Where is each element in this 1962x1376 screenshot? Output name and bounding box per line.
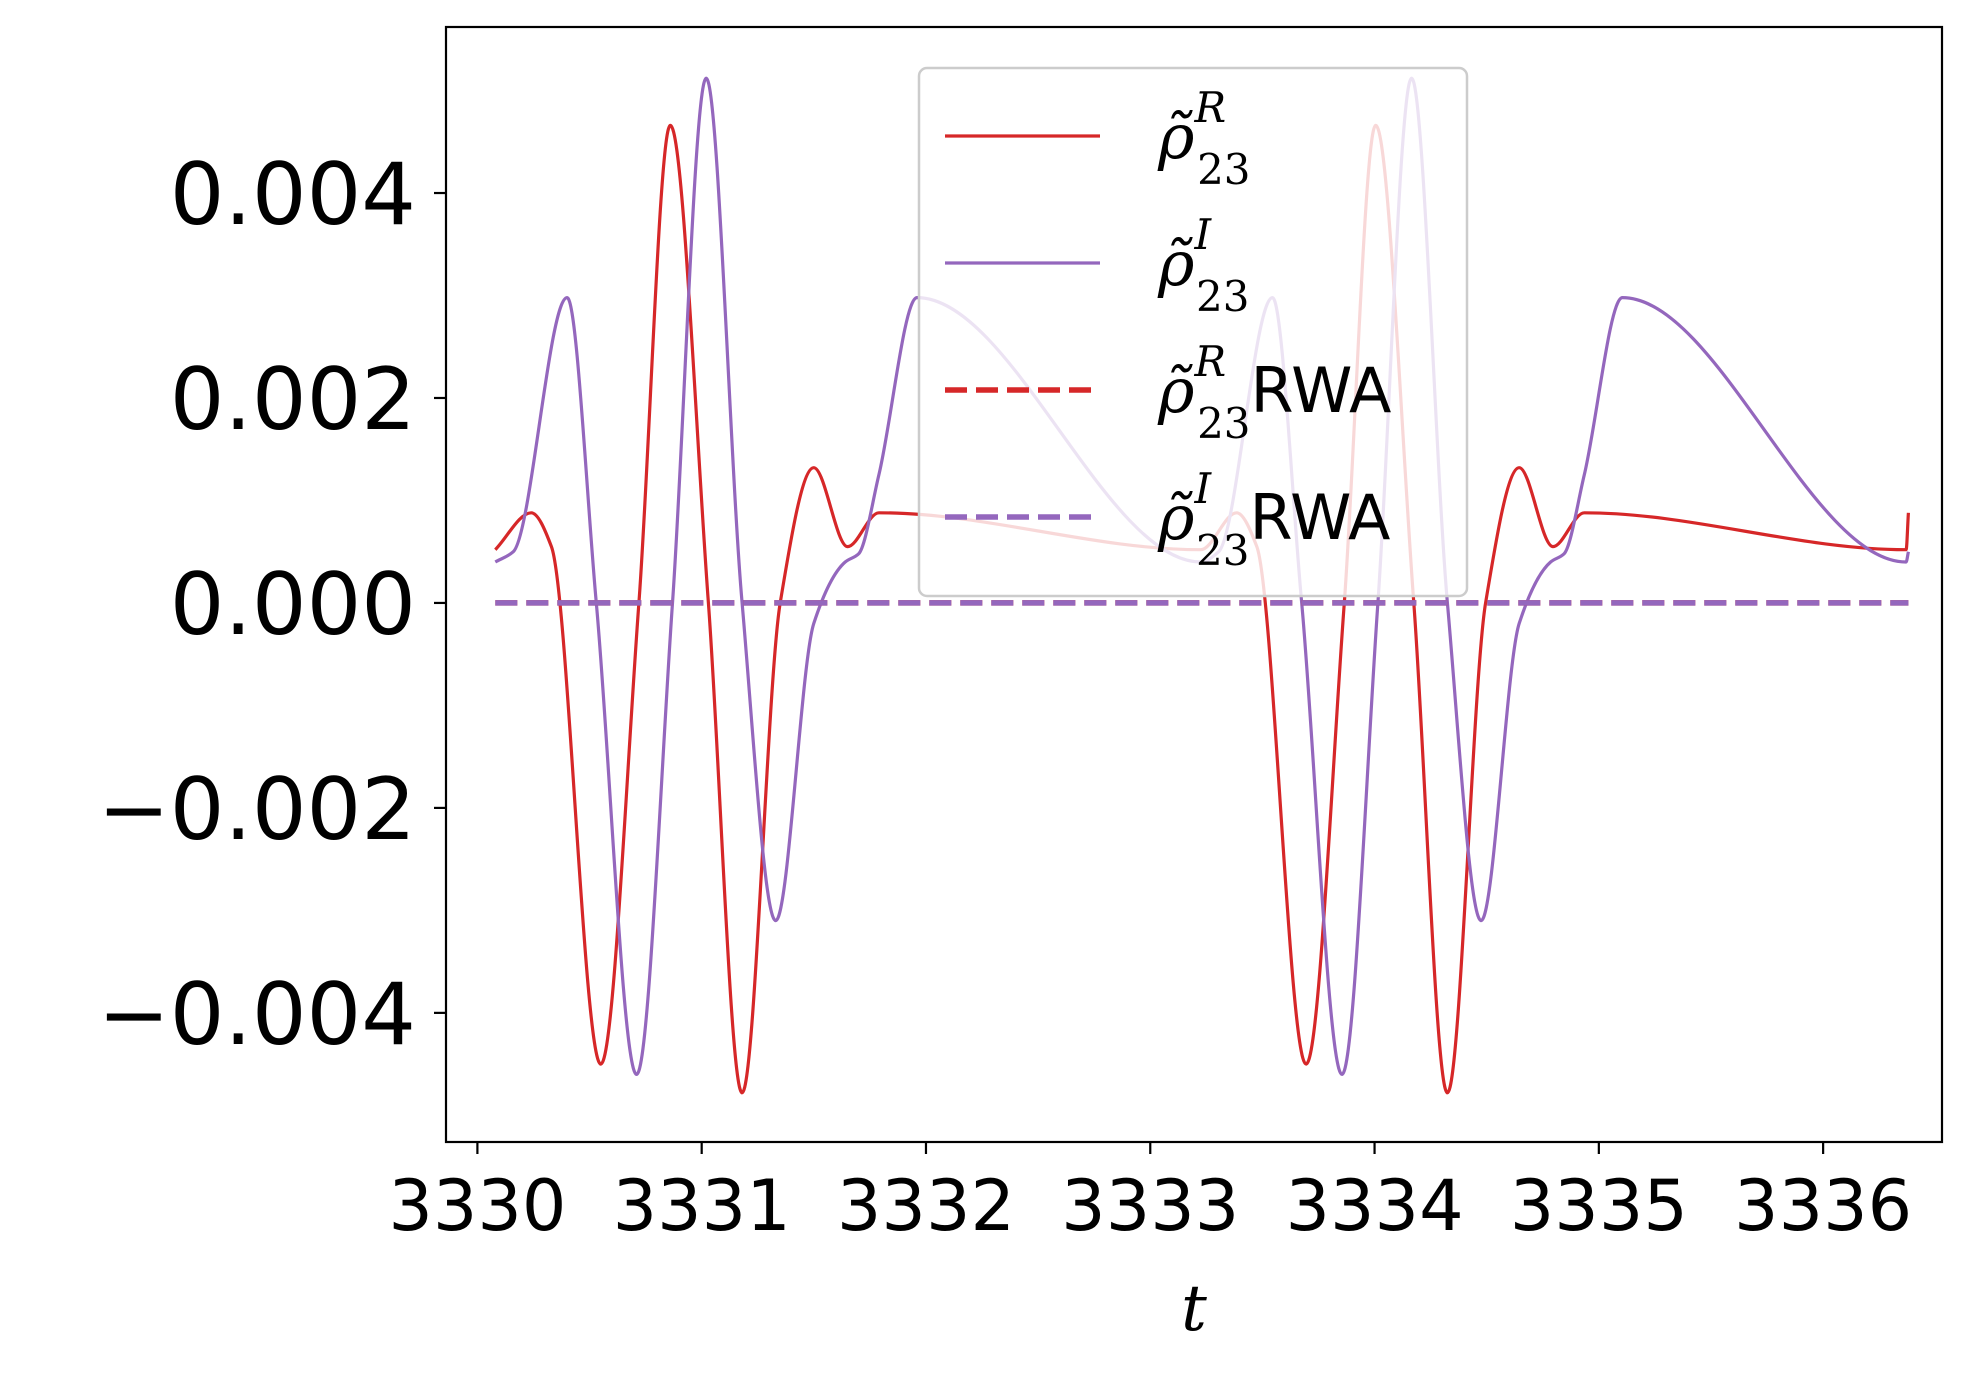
ytick-label: 0.004	[170, 145, 416, 245]
ytick-label: −0.004	[98, 965, 416, 1065]
legend-label-2: ρ̃I 23	[1157, 210, 1250, 321]
xtick-label: 3331	[613, 1165, 791, 1247]
xtick-label: 3335	[1510, 1165, 1688, 1247]
ytick-label: 0.002	[170, 350, 416, 450]
legend-box	[917, 66, 1469, 598]
ytick-label: −0.002	[98, 760, 416, 860]
xtick-label: 3333	[1061, 1165, 1239, 1247]
xtick-label: 3334	[1285, 1165, 1463, 1247]
ytick-label: 0.000	[170, 555, 416, 655]
legend-label-1: ρ̃R 23	[1157, 83, 1251, 194]
xtick-label: 3336	[1734, 1165, 1912, 1247]
legend-label-4: ρ̃I 23RWA	[1157, 464, 1390, 575]
xtick-label: 3332	[837, 1165, 1015, 1247]
legend-label-3: ρ̃R 23RWA	[1157, 337, 1391, 448]
xtick-label: 3330	[388, 1165, 566, 1247]
x-axis-title: t	[1181, 1272, 1207, 1346]
plot-frame	[444, 25, 1944, 1144]
